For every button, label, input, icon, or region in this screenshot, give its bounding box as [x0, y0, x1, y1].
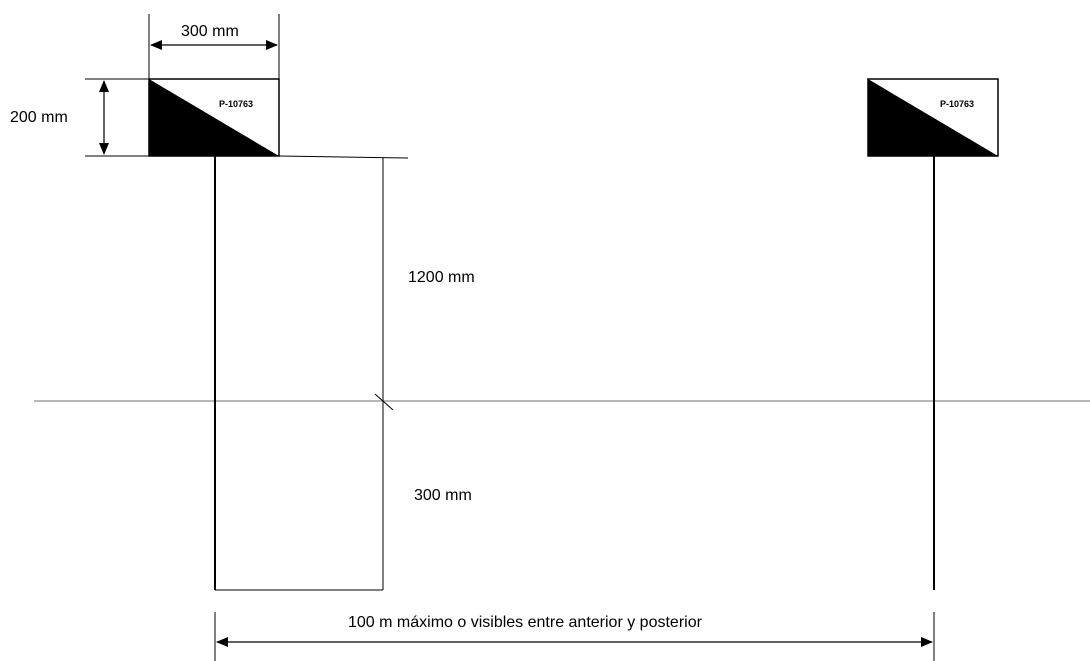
sign-left: P-10763	[148, 78, 280, 157]
sign-right: P-10763	[867, 78, 999, 157]
sign-left-black-triangle	[149, 79, 279, 156]
dim-spacing: 100 m máximo o visibles entre anterior y…	[214, 612, 935, 661]
dim-sign-width: 300 mm	[148, 14, 280, 79]
dim-height-label: 200 mm	[10, 109, 68, 126]
sign-right-black-triangle	[868, 79, 998, 156]
dim-above-ground-label: 1200 mm	[408, 269, 475, 286]
dim-post-top-extension	[278, 155, 409, 159]
dim-below-ground-label: 300 mm	[414, 487, 472, 504]
dim-spacing-label: 100 m máximo o visibles entre anterior y…	[348, 614, 703, 631]
dim-width-label: 300 mm	[181, 23, 239, 40]
dim-ground-tick	[374, 393, 394, 411]
dim-post-length: 1200 mm 300 mm	[215, 155, 475, 591]
dim-sign-height: 200 mm	[10, 78, 149, 157]
sign-right-code: P-10763	[940, 99, 974, 109]
sign-left-code: P-10763	[219, 99, 253, 109]
